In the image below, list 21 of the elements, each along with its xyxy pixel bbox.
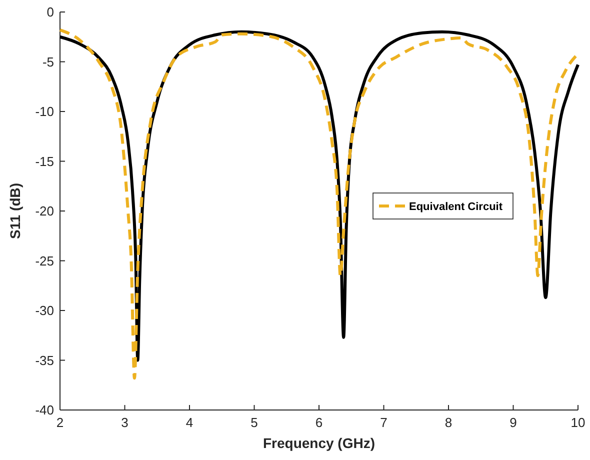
x-tick-label: 6 <box>315 415 323 430</box>
x-tick-label: 5 <box>250 415 258 430</box>
y-tick-label: -25 <box>35 253 54 268</box>
y-axis-title: S11 (dB) <box>7 182 23 240</box>
y-tick-label: -40 <box>35 402 54 418</box>
y-tick-label: -10 <box>35 104 54 119</box>
x-tick-label: 7 <box>380 415 388 430</box>
y-tick-label: -20 <box>35 204 54 218</box>
y-tick-label: 0 <box>46 4 54 20</box>
y-tick-label: -35 <box>35 352 54 368</box>
x-tick-label: 8 <box>444 415 452 430</box>
x-tick-label: 9 <box>510 415 517 430</box>
y-tick-label: -30 <box>35 303 54 318</box>
x-tick-label: 4 <box>186 415 194 430</box>
x-tick-label: 2 <box>56 415 64 430</box>
y-tick-label: -5 <box>42 54 54 70</box>
y-tick-label: -15 <box>35 154 54 169</box>
x-axis-title: Frequency (GHz) <box>262 435 376 451</box>
x-tick-label: 3 <box>121 415 128 430</box>
legend-label: Equivalent Circuit <box>409 201 503 213</box>
x-tick-label: 10 <box>570 415 586 430</box>
